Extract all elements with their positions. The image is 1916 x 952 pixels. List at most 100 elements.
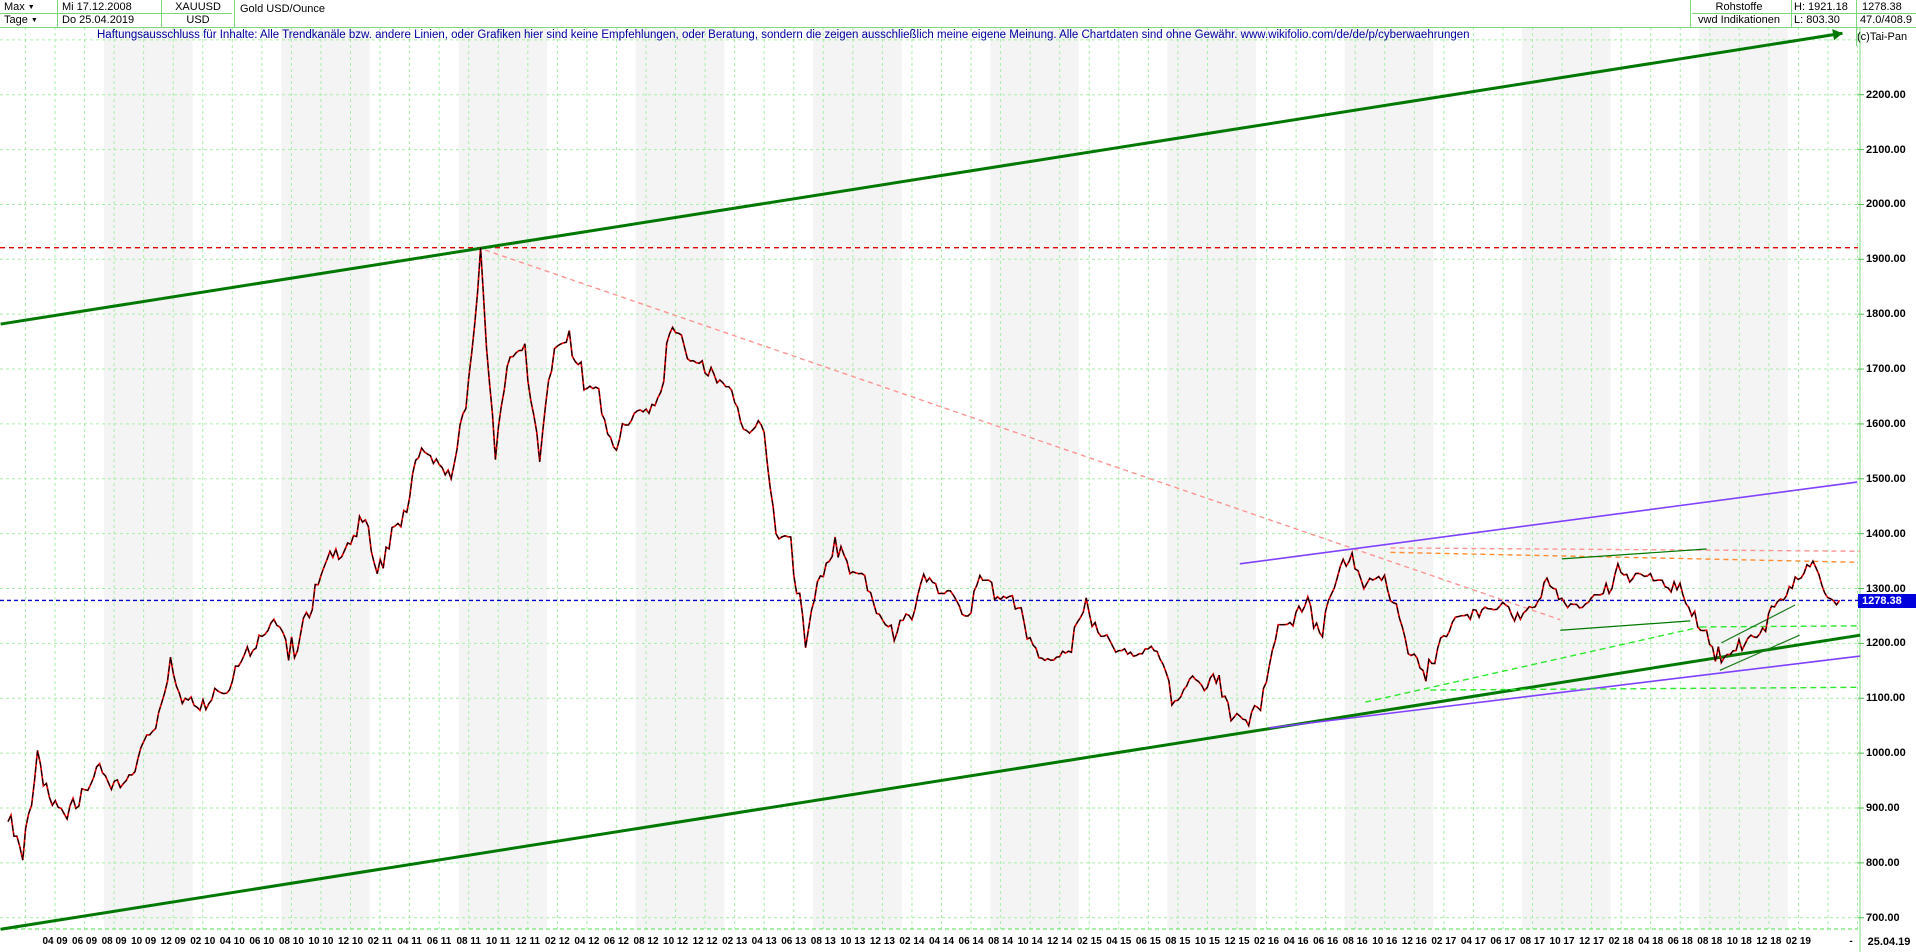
green-dashed-low	[1430, 686, 1861, 691]
last-price-badge: 1278.38	[1858, 594, 1916, 608]
y-axis-label: 1700.00	[1866, 363, 1906, 376]
x-axis-label: 02 16	[1254, 936, 1280, 947]
x-axis-label: 02 19	[1785, 936, 1811, 947]
x-axis-label: 12 13	[869, 936, 895, 947]
y-axis-label: 1400.00	[1866, 527, 1906, 540]
x-axis-label: 06 09	[72, 936, 98, 947]
x-axis-label: 10 11	[486, 936, 511, 947]
y-axis-label: 1100.00	[1866, 692, 1906, 705]
x-axis-label: 12 10	[337, 936, 364, 947]
x-axis-label: 12 15	[1224, 936, 1250, 947]
y-axis-label: 1300.00	[1866, 582, 1906, 595]
x-axis-label: 02 11	[367, 936, 393, 947]
purple-lower-line	[1269, 655, 1861, 729]
instrument-title: Gold USD/Ounce	[240, 3, 325, 15]
x-axis-label: 10 18	[1726, 936, 1752, 947]
resistance-salmon	[1390, 547, 1861, 552]
category-label: Rohstoffe	[1715, 1, 1763, 13]
symbol-label: XAUUSD	[175, 1, 221, 13]
x-axis-label: 02 13	[722, 936, 748, 947]
year-shade-band	[104, 27, 193, 929]
x-axis-label: 10 16	[1372, 936, 1398, 947]
y-axis-label: 2100.00	[1866, 143, 1906, 156]
x-axis-label: 08 11	[456, 936, 481, 947]
year-shade-band	[812, 27, 902, 929]
year-shade-band	[1344, 27, 1434, 929]
divider	[57, 0, 58, 27]
y-axis-label: 1000.00	[1866, 747, 1906, 760]
x-axis-label: 08 18	[1697, 936, 1723, 947]
x-axis-end-date: 25.04.19	[1867, 936, 1911, 948]
y-axis-label: 900.00	[1866, 802, 1900, 814]
minor-green-lower	[1560, 620, 1691, 631]
chevron-down-icon: ▼	[27, 4, 35, 11]
x-axis-label: 10 15	[1194, 936, 1220, 947]
date-to: Do 25.04.2019	[62, 14, 135, 26]
x-axis-label: 06 14	[958, 936, 984, 947]
x-axis-label: 06 13	[781, 936, 807, 947]
purple-upper-line	[1239, 481, 1858, 565]
x-axis-label: 12 14	[1047, 936, 1073, 947]
x-axis-label: 10 09	[131, 936, 157, 947]
divider	[0, 27, 1916, 28]
upper-channel-line	[0, 31, 1843, 326]
range-selector[interactable]: Max ▼	[4, 1, 35, 13]
green-dashed-flat	[1700, 625, 1861, 628]
x-axis-label: 10 10	[308, 936, 334, 947]
x-axis-label: 08 09	[101, 936, 127, 947]
divider	[161, 0, 162, 27]
year-shade-band	[1699, 27, 1788, 929]
x-axis-label: 06 16	[1313, 936, 1339, 947]
x-axis-label: 06 15	[1135, 936, 1161, 947]
x-axis-label: 10 14	[1017, 936, 1043, 947]
x-axis-label: 12 16	[1401, 936, 1427, 947]
x-axis-label: 12 09	[160, 936, 186, 947]
x-axis-label: 08 12	[633, 936, 659, 947]
x-axis-label: 04 16	[1283, 936, 1309, 947]
y-axis-label: 1900.00	[1866, 253, 1906, 266]
lower-channel-line	[0, 633, 1861, 931]
x-axis-label: 04 13	[751, 936, 777, 947]
y-axis-label: 1200.00	[1866, 637, 1906, 650]
y-axis-label: 1600.00	[1866, 417, 1906, 430]
divider	[234, 0, 235, 27]
x-axis-label: 06 18	[1667, 936, 1693, 947]
date-from: Mi 17.12.2008	[62, 1, 132, 13]
x-axis-label: 12 18	[1756, 936, 1782, 947]
x-axis-label: 02 12	[544, 936, 570, 947]
x-axis-label: 08 10	[278, 936, 304, 947]
x-axis-label: 04 09	[42, 936, 68, 947]
divider	[1692, 13, 1916, 14]
y-axis-label: 1800.00	[1866, 308, 1906, 321]
x-axis-label: 10 12	[663, 936, 689, 947]
x-axis-label: 02 18	[1608, 936, 1634, 947]
x-axis-label: 08 13	[810, 936, 836, 947]
x-axis-label: 08 14	[988, 936, 1014, 947]
x-axis-label: 06 12	[603, 936, 629, 947]
x-axis-end-dash: -	[1849, 936, 1853, 947]
y-axis-label: 700.00	[1866, 911, 1900, 924]
divider	[1791, 0, 1792, 27]
period-selector[interactable]: Tage ▼	[4, 14, 38, 26]
copyright-label: (c)Tai-Pan	[1857, 31, 1908, 43]
year-shade-band	[1167, 27, 1257, 929]
chevron-down-icon: ▼	[30, 17, 38, 24]
x-axis-label: 06 17	[1490, 936, 1516, 947]
high-value: H: 1921.18	[1794, 1, 1848, 13]
year-shade-band	[1521, 27, 1611, 929]
x-axis-label: 02 15	[1076, 936, 1102, 947]
price-series	[7, 247, 1840, 861]
x-axis-label: 10 13	[840, 936, 866, 947]
divider	[1856, 0, 1857, 46]
divider	[0, 13, 232, 14]
x-axis-label: 02 14	[899, 936, 925, 947]
x-axis-label: 08 17	[1519, 936, 1546, 947]
source-label: vwd Indikationen	[1698, 14, 1780, 26]
currency-label: USD	[186, 14, 210, 26]
wedge-upper-line	[1721, 604, 1796, 644]
x-axis-label: 08 15	[1165, 936, 1191, 947]
x-axis-label: 02 10	[190, 936, 216, 947]
x-axis-label: 04 11	[397, 936, 422, 947]
year-shade-band	[990, 27, 1079, 929]
